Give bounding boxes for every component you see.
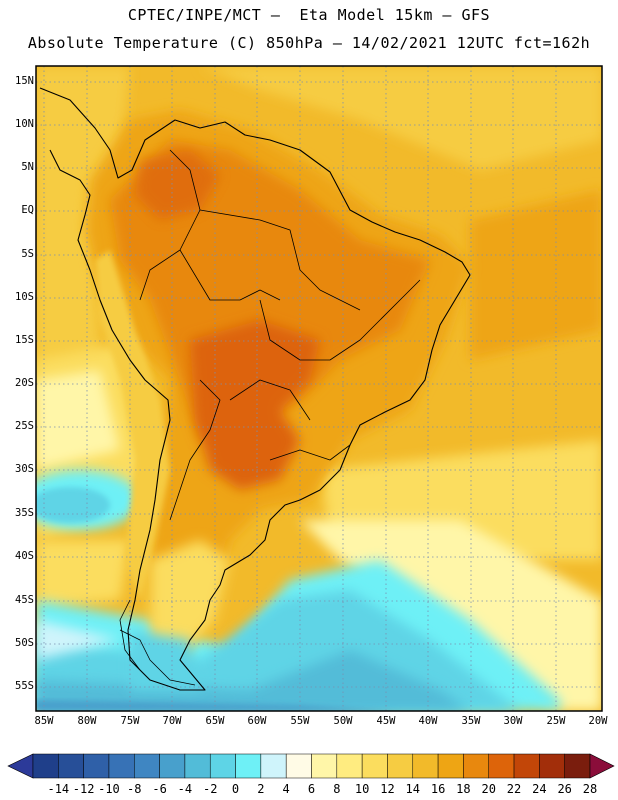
colorbar-tick-label: -12	[72, 782, 95, 796]
colorbar-under-arrow	[7, 753, 34, 779]
colorbar-tick-label: 22	[506, 782, 522, 796]
lat-label: 15N	[15, 75, 34, 87]
colorbar-swatch	[134, 753, 160, 779]
lat-label: 30S	[15, 463, 34, 475]
colorbar-swatch	[513, 753, 540, 779]
colorbar-swatch	[412, 753, 439, 779]
map-border	[35, 65, 603, 712]
colorbar	[7, 753, 615, 779]
colorbar-swatch	[159, 753, 186, 779]
lon-label: 55W	[290, 715, 310, 727]
lat-label: 5S	[21, 248, 34, 260]
colorbar-tick-label: 6	[307, 782, 316, 796]
lat-label: 40S	[15, 550, 34, 562]
colorbar-tick-label: -6	[152, 782, 167, 796]
colorbar-swatch	[83, 753, 110, 779]
colorbar-tick-label: 18	[456, 782, 471, 796]
colorbar-tick-label: 28	[582, 782, 598, 796]
colorbar-tick-label: 12	[380, 782, 395, 796]
lat-label: 10S	[15, 291, 34, 303]
lon-label: 85W	[34, 715, 54, 727]
colorbar-tick-label: 4	[282, 782, 290, 796]
colorbar-swatch	[437, 753, 464, 779]
colorbar-tick-label: 0	[231, 782, 240, 796]
lon-label: 30W	[503, 715, 523, 727]
colorbar-tick-label: 24	[532, 782, 547, 796]
lon-label: 65W	[205, 715, 225, 727]
lat-label: 20S	[15, 377, 34, 389]
lat-label: EQ	[21, 204, 34, 216]
colorbar-tick-label: 20	[481, 782, 496, 796]
colorbar-swatch	[285, 753, 312, 779]
lon-label: 80W	[77, 715, 97, 727]
lat-label: 35S	[15, 507, 34, 519]
lat-label: 50S	[15, 637, 34, 649]
colorbar-swatch	[235, 753, 262, 779]
colorbar-swatch	[260, 753, 287, 779]
lon-label: 50W	[333, 715, 353, 727]
lon-label: 20W	[588, 715, 608, 727]
colorbar-swatch	[361, 753, 388, 779]
lon-label: 35W	[461, 715, 481, 727]
hot-interior-region	[190, 320, 320, 490]
colorbar-tick-label: 14	[405, 782, 420, 796]
colorbar-swatch	[209, 753, 236, 779]
colorbar-tick-label: 2	[257, 782, 265, 796]
colorbar-swatch	[32, 753, 59, 779]
lon-label: 45W	[376, 715, 396, 727]
chart-title-line1: CPTEC/INPE/MCT – Eta Model 15km – GFS	[127, 6, 491, 24]
lon-label: 60W	[247, 715, 267, 727]
colorbar-tick-label: 8	[333, 782, 341, 796]
colorbar-tick-label: -4	[177, 782, 193, 796]
lat-label: 25S	[15, 420, 34, 432]
coastline-outline	[39, 87, 471, 691]
lon-label: 40W	[418, 715, 438, 727]
colorbar-swatch	[336, 753, 363, 779]
colorbar-tick-label: 16	[430, 782, 446, 796]
lat-label: 5N	[21, 161, 34, 173]
colorbar-swatch	[387, 753, 414, 779]
colorbar-tick-label: -10	[98, 782, 120, 796]
colorbar-swatch	[564, 753, 591, 779]
colorbar-swatch	[58, 753, 84, 779]
chart-title-line2: Absolute Temperature (C) 850hPa – 14/02/…	[27, 34, 591, 52]
colorbar-swatch	[108, 753, 135, 779]
lon-label: 25W	[546, 715, 566, 727]
colorbar-over-arrow	[589, 753, 615, 779]
lat-label: 55S	[15, 680, 34, 692]
lat-label: 10N	[15, 118, 34, 130]
lat-label: 15S	[15, 334, 34, 346]
lat-label: 45S	[15, 594, 34, 606]
colorbar-swatch	[184, 753, 211, 779]
colorbar-tick-label: -8	[127, 782, 142, 796]
colorbar-tick-label: 26	[557, 782, 572, 796]
colorbar-swatch	[463, 753, 489, 779]
colorbar-swatch	[311, 753, 338, 779]
colorbar-tick-label: -2	[202, 782, 218, 796]
lon-label: 70W	[162, 715, 182, 727]
colorbar-swatch	[488, 753, 515, 779]
temperature-field	[36, 66, 602, 711]
colorbar-swatch	[539, 753, 565, 779]
colorbar-tick-label: -14	[47, 782, 70, 796]
lon-label: 75W	[120, 715, 140, 727]
colorbar-tick-label: 10	[354, 782, 370, 796]
